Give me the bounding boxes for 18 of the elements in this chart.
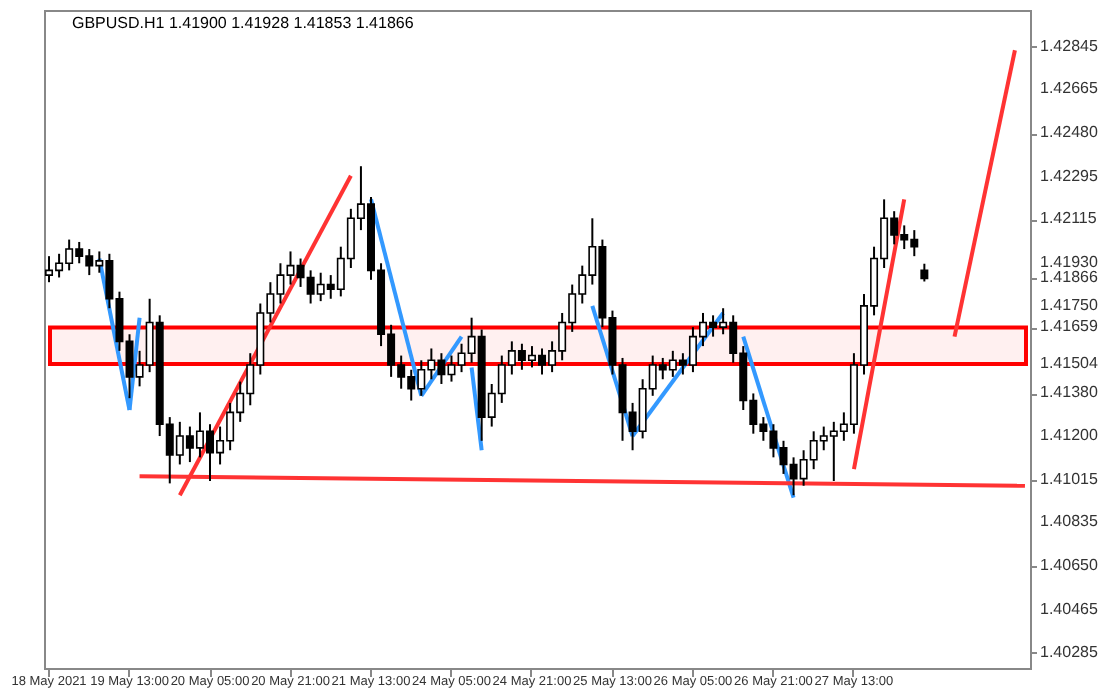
y-tick-label: 1.41659	[1040, 317, 1099, 336]
y-tick-label: 1.42480	[1040, 123, 1099, 142]
y-tick-label: 1.42115	[1040, 209, 1098, 228]
y-tick-label: 1.41750	[1040, 295, 1099, 314]
y-tick-label: 1.41015	[1040, 469, 1099, 488]
y-tick-label: 1.40465	[1040, 600, 1099, 619]
y-tick-label: 1.41380	[1040, 383, 1099, 402]
chart-title: GBPUSD.H1 1.41900 1.41928 1.41853 1.41866	[72, 14, 415, 32]
y-tick-label: 1.41200	[1040, 426, 1099, 445]
y-tick-label: 1.40835	[1040, 512, 1099, 531]
y-tick-label: 1.42845	[1040, 36, 1099, 55]
y-tick-label: 1.42665	[1040, 79, 1099, 98]
y-tick-label: 1.41866	[1040, 268, 1099, 287]
y-tick-label: 1.41504	[1040, 354, 1099, 373]
y-tick-label: 1.40285	[1040, 642, 1099, 661]
y-tick-label: 1.41930	[1040, 253, 1099, 272]
y-tick-label: 1.40650	[1040, 556, 1099, 575]
y-tick-label: 1.42295	[1040, 166, 1099, 185]
